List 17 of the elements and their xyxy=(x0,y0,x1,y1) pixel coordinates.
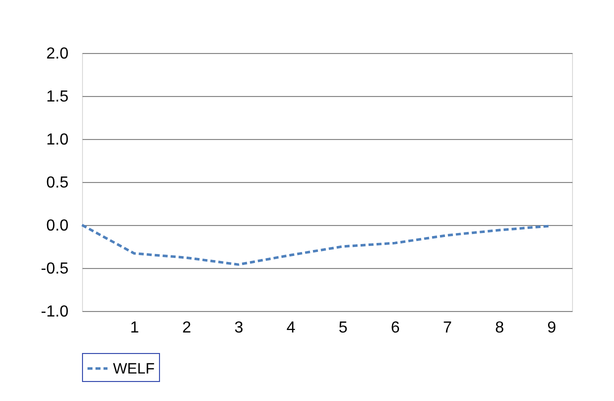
y-tick-label: 1.0 xyxy=(46,132,69,148)
x-tick-label: 8 xyxy=(495,320,504,336)
x-tick-label: 9 xyxy=(547,320,556,336)
y-tick-label: -1.0 xyxy=(40,304,69,320)
x-tick-label: 5 xyxy=(338,320,348,336)
y-tick-label: 2.0 xyxy=(46,46,69,62)
y-tick-label: 0.5 xyxy=(46,174,69,192)
y-tick-label: 1.5 xyxy=(46,88,69,106)
legend-label: WELF xyxy=(113,360,155,378)
x-tick-label: 6 xyxy=(390,320,400,336)
x-tick-label: 1 xyxy=(130,320,140,336)
x-tick-label: 3 xyxy=(234,320,244,336)
x-tick-label: 7 xyxy=(442,320,452,336)
x-tick-label: 2 xyxy=(182,320,192,336)
x-tick-label: 4 xyxy=(286,320,296,336)
y-tick-label: -0.5 xyxy=(40,260,69,278)
y-tick-label: 0.0 xyxy=(46,218,69,234)
